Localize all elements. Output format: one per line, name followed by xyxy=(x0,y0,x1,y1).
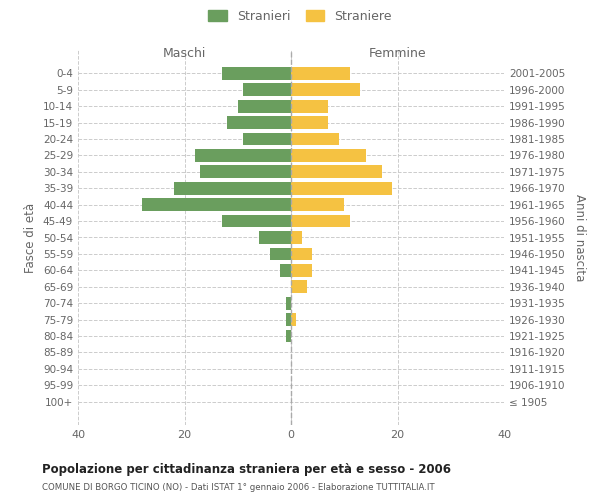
Bar xyxy=(280,264,291,276)
Bar xyxy=(291,182,392,194)
Text: COMUNE DI BORGO TICINO (NO) - Dati ISTAT 1° gennaio 2006 - Elaborazione TUTTITAL: COMUNE DI BORGO TICINO (NO) - Dati ISTAT… xyxy=(42,482,434,492)
Y-axis label: Fasce di età: Fasce di età xyxy=(25,202,37,272)
Bar xyxy=(238,100,291,112)
Bar xyxy=(222,214,291,228)
Bar xyxy=(291,100,328,112)
Bar xyxy=(291,313,296,326)
Text: Femmine: Femmine xyxy=(368,48,427,60)
Text: Popolazione per cittadinanza straniera per età e sesso - 2006: Popolazione per cittadinanza straniera p… xyxy=(42,462,451,475)
Text: Maschi: Maschi xyxy=(163,48,206,60)
Bar xyxy=(291,149,365,162)
Bar xyxy=(291,67,350,80)
Legend: Stranieri, Straniere: Stranieri, Straniere xyxy=(205,6,395,26)
Bar xyxy=(174,182,291,194)
Bar xyxy=(291,214,350,228)
Bar xyxy=(291,264,313,276)
Bar xyxy=(243,132,291,145)
Bar xyxy=(291,198,344,211)
Y-axis label: Anni di nascita: Anni di nascita xyxy=(572,194,586,281)
Bar xyxy=(243,84,291,96)
Bar xyxy=(259,231,291,244)
Bar xyxy=(142,198,291,211)
Bar xyxy=(291,116,328,129)
Bar xyxy=(286,313,291,326)
Bar xyxy=(270,248,291,260)
Bar xyxy=(291,231,302,244)
Bar xyxy=(222,67,291,80)
Bar xyxy=(195,149,291,162)
Bar xyxy=(227,116,291,129)
Bar xyxy=(291,280,307,293)
Bar xyxy=(291,248,313,260)
Bar xyxy=(291,166,382,178)
Bar xyxy=(286,330,291,342)
Bar xyxy=(286,296,291,310)
Bar xyxy=(291,132,339,145)
Bar xyxy=(200,166,291,178)
Bar xyxy=(291,84,360,96)
